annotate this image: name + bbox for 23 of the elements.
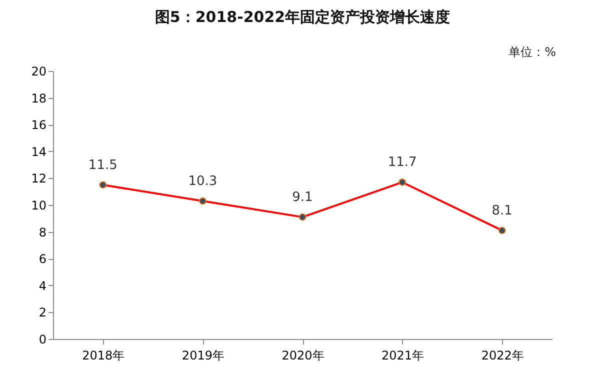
- y-tick-label: 2: [38, 306, 46, 320]
- data-label: 11.7: [388, 155, 417, 170]
- y-tick-label: 0: [38, 332, 46, 346]
- x-tick-label: 2022年: [481, 348, 524, 362]
- text: 单位：%: [508, 44, 556, 61]
- x-tick-label: 2018年: [82, 348, 125, 362]
- y-tick-label: 6: [38, 252, 46, 266]
- y-tick-label: 16: [31, 118, 46, 132]
- data-label: 10.3: [188, 174, 218, 189]
- y-tick-label: 18: [31, 91, 46, 106]
- x-tick-label: 2021年: [382, 348, 424, 362]
- y-tick-label: 20: [31, 64, 46, 78]
- data-label: 8.1: [492, 203, 512, 218]
- y-tick-label: 14: [31, 144, 46, 159]
- x-tick-label: 2020年: [282, 348, 324, 362]
- x-tick-label: 2019年: [182, 348, 224, 362]
- chart-title: 图5：2018-2022年固定资产投资增长速度: [154, 8, 450, 26]
- y-tick-label: 4: [38, 278, 46, 293]
- y-tick-label: 10: [31, 198, 46, 212]
- y-tick-label: 12: [31, 172, 46, 186]
- data-label: 11.5: [88, 158, 118, 173]
- data-label: 9.1: [292, 190, 313, 206]
- y-tick-label: 8: [38, 225, 46, 240]
